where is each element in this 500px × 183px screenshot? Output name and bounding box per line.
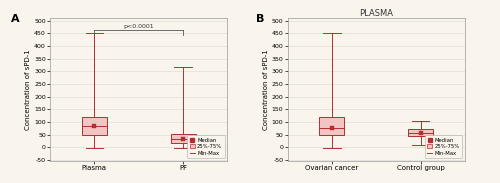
Title: PLASMA: PLASMA [359, 9, 393, 18]
Y-axis label: Concentration of sPD-1: Concentration of sPD-1 [263, 49, 269, 130]
Bar [408, 129, 433, 136]
Bar [170, 134, 196, 143]
Legend: Median, 25%-75%, Min-Max: Median, 25%-75%, Min-Max [424, 135, 463, 158]
Text: B: B [256, 14, 264, 24]
Text: A: A [11, 14, 20, 24]
Bar [320, 117, 344, 135]
Text: p<0.0001: p<0.0001 [124, 24, 154, 29]
Legend: Median, 25%-75%, Min-Max: Median, 25%-75%, Min-Max [187, 135, 225, 158]
Bar [82, 117, 107, 135]
Y-axis label: Concentration of sPD-1: Concentration of sPD-1 [26, 49, 32, 130]
